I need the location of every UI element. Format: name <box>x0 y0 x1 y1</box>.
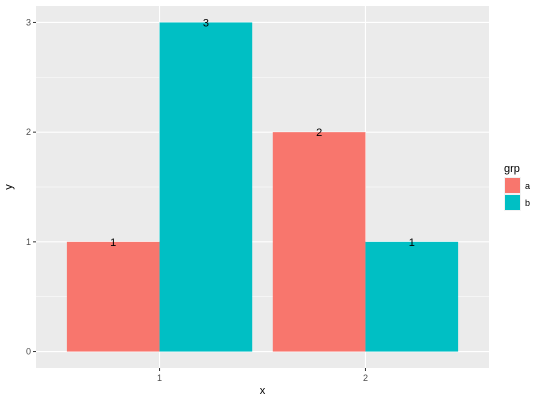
x-tick-label: 1 <box>157 373 162 383</box>
bar-value-label: 1 <box>110 237 116 249</box>
y-axis-title: y <box>3 184 15 190</box>
bar-b-1 <box>159 22 253 352</box>
bar-value-label: 3 <box>203 17 209 29</box>
legend-title: grp <box>504 163 520 175</box>
bar-a-1 <box>66 241 160 352</box>
y-tick-label: 2 <box>26 127 31 137</box>
y-tick-label: 0 <box>26 347 31 357</box>
legend-label-b: b <box>525 198 530 208</box>
y-tick-label: 3 <box>26 17 31 27</box>
legend-key-b <box>505 195 520 210</box>
bar-value-label: 1 <box>409 237 415 249</box>
bars <box>66 22 459 352</box>
bar-value-label: 2 <box>316 127 322 139</box>
legend-label-a: a <box>525 181 530 191</box>
legend-key-a <box>505 178 520 193</box>
x-tick-label: 2 <box>363 373 368 383</box>
x-axis-title: x <box>260 385 266 397</box>
y-axis: 0 1 2 3 <box>26 17 36 357</box>
legend: grp ab <box>504 163 530 211</box>
y-tick-label: 1 <box>26 237 31 247</box>
bar-b-2 <box>365 241 459 352</box>
bar-a-2 <box>272 132 366 352</box>
bar-value-labels: 1 3 2 1 <box>110 17 415 248</box>
